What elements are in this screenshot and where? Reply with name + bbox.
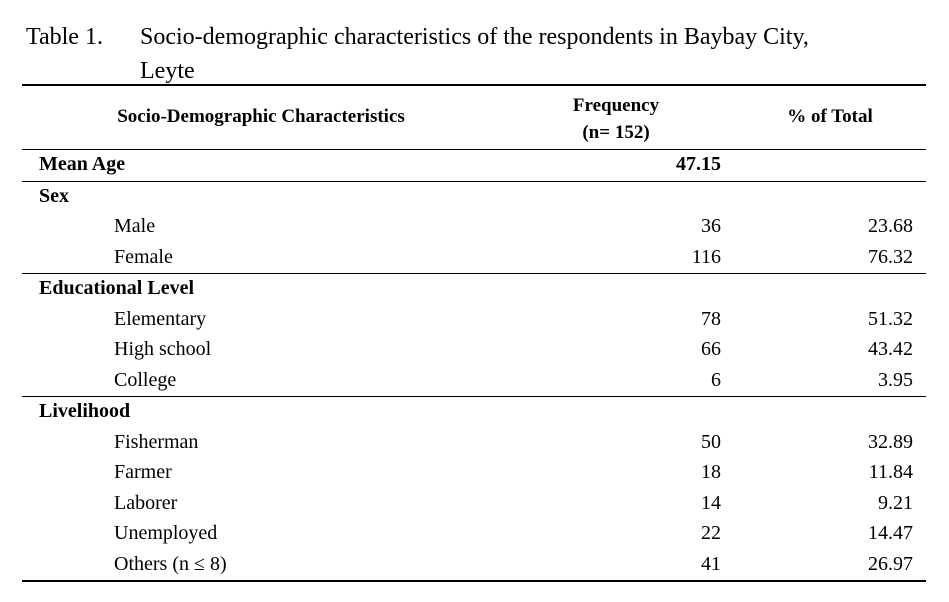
- table-row-group-education: Educational Level: [22, 274, 926, 305]
- row-percent: 11.84: [868, 461, 913, 483]
- table-row: Female 116 76.32: [22, 243, 926, 274]
- row-label: Male: [114, 215, 156, 237]
- header-rule: [22, 149, 926, 150]
- header-characteristics: Socio-Demographic Characteristics: [117, 106, 405, 127]
- row-percent: 32.89: [868, 430, 913, 453]
- row-frequency: 22: [701, 522, 721, 544]
- row-label: High school: [114, 338, 212, 360]
- row-label: Female: [114, 245, 173, 268]
- row-label: Laborer: [114, 491, 178, 514]
- table-row: Farmer 18 11.84: [22, 458, 926, 489]
- table-number: Table 1.: [26, 24, 103, 50]
- header-frequency-n: (n= 152): [582, 122, 650, 143]
- table-row: Fisherman 50 32.89: [22, 428, 926, 459]
- row-frequency: 41: [701, 552, 721, 575]
- row-percent: 23.68: [868, 215, 913, 237]
- header-frequency-label: Frequency: [572, 95, 660, 116]
- row-frequency: 6: [711, 368, 721, 391]
- row-percent: 26.97: [868, 552, 913, 575]
- table-row: Elementary 78 51.32: [22, 305, 926, 336]
- row-label: Farmer: [114, 461, 172, 483]
- row-label: Others (n ≤ 8): [114, 552, 227, 575]
- row-frequency: 66: [701, 338, 721, 360]
- group-label: Livelihood: [39, 400, 131, 422]
- table-row: Laborer 14 9.21: [22, 489, 926, 520]
- row-label: Mean Age: [39, 153, 126, 175]
- group-label: Sex: [39, 184, 69, 207]
- row-label: Unemployed: [114, 522, 218, 544]
- row-percent: 9.21: [878, 491, 913, 514]
- table-row-mean-age: Mean Age 47.15: [22, 150, 926, 181]
- section-rule: [22, 180, 926, 182]
- section-rule: [22, 396, 926, 397]
- header-frequency: Frequency (n= 152): [542, 92, 690, 146]
- row-percent: 43.42: [868, 338, 913, 360]
- demographics-table: Socio-Demographic Characteristics Freque…: [22, 84, 926, 582]
- row-label: College: [114, 368, 177, 391]
- row-label: Elementary: [114, 307, 207, 330]
- top-rule: [22, 84, 926, 86]
- row-frequency: 18: [701, 461, 721, 483]
- table-caption: Table 1. Socio-demographic characteristic…: [26, 20, 926, 88]
- row-frequency: 36: [701, 215, 721, 237]
- row-percent: 14.47: [868, 522, 913, 544]
- bottom-rule: [22, 580, 926, 582]
- table-row: Male 36 23.68: [22, 212, 926, 243]
- table-row: College 6 3.95: [22, 366, 926, 397]
- row-label: Fisherman: [114, 430, 199, 453]
- row-frequency: 116: [691, 245, 721, 268]
- table-row: Others (n ≤ 8) 41 26.97: [22, 550, 926, 581]
- table-title-continued: Leyte: [140, 58, 195, 84]
- table-row-group-sex: Sex: [22, 182, 926, 213]
- row-percent: 51.32: [868, 307, 913, 330]
- row-frequency: 14: [701, 491, 721, 514]
- row-percent: 3.95: [878, 368, 913, 391]
- table-header: Socio-Demographic Characteristics Freque…: [22, 86, 926, 149]
- table-row: High school 66 43.42: [22, 335, 926, 366]
- group-label: Educational Level: [39, 277, 195, 299]
- header-percent: % of Total: [787, 106, 873, 127]
- table-row-group-livelihood: Livelihood: [22, 397, 926, 428]
- row-frequency: 47.15: [676, 153, 721, 175]
- row-frequency: 78: [701, 307, 721, 330]
- caption-line-1: Table 1. Socio-demographic characteristic…: [26, 20, 926, 54]
- table-title: Socio-demographic characteristics of the…: [140, 24, 809, 50]
- table-row: Unemployed 22 14.47: [22, 519, 926, 550]
- row-percent: 76.32: [868, 245, 913, 268]
- row-frequency: 50: [701, 430, 721, 453]
- section-rule: [22, 273, 926, 274]
